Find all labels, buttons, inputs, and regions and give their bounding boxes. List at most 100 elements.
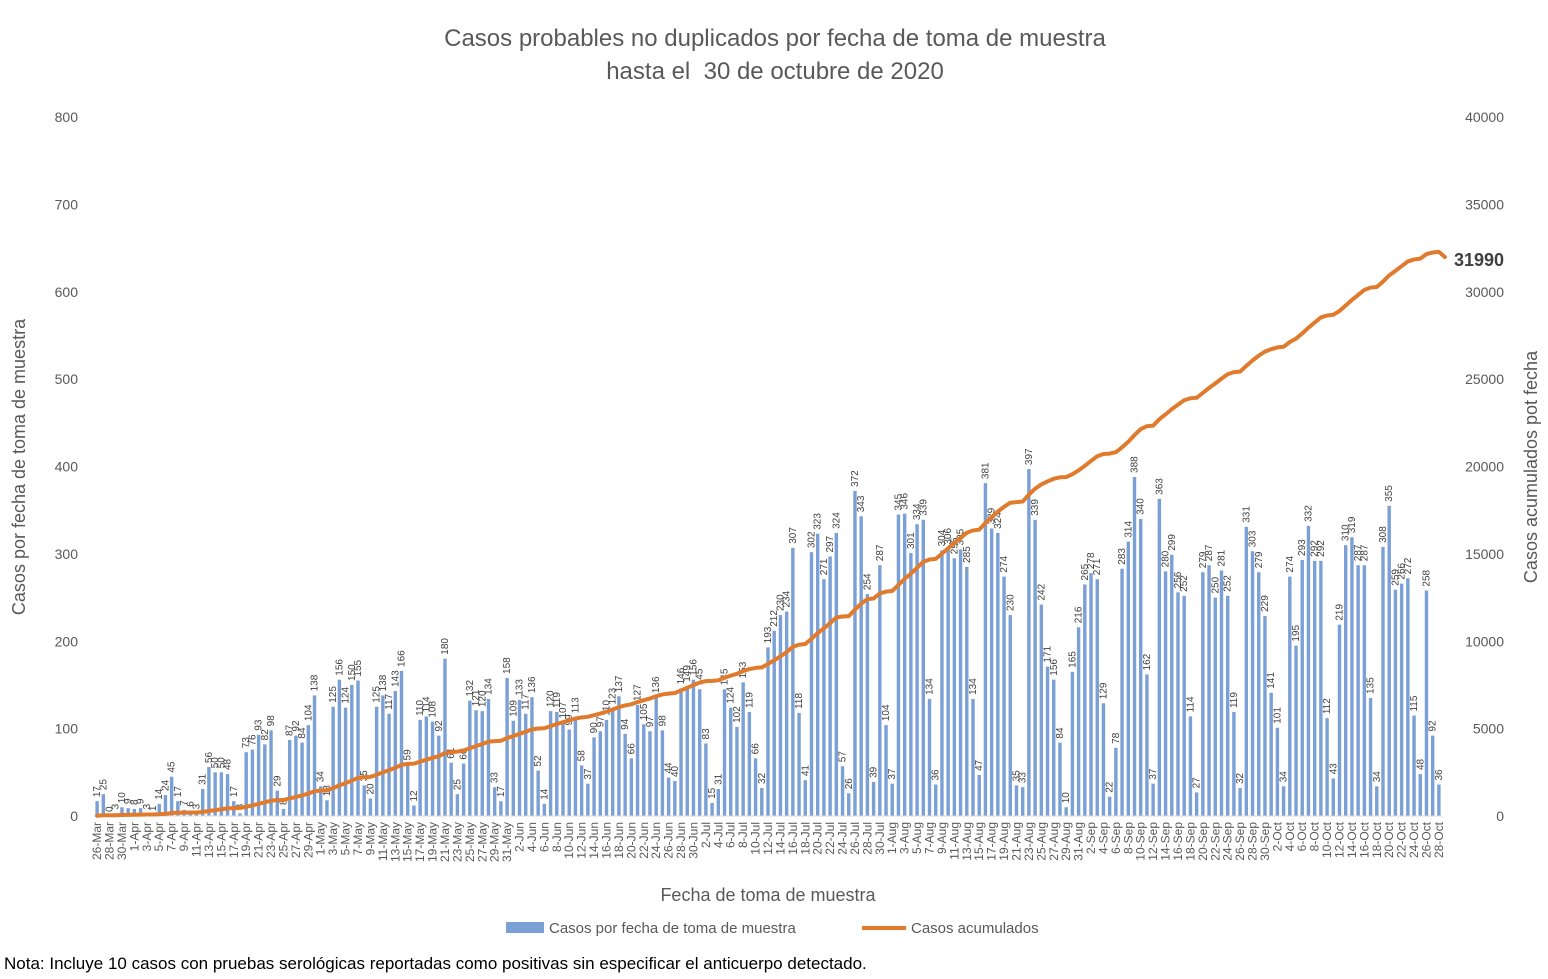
x-tick-label: 19-Apr — [239, 822, 253, 858]
bar-data-label: 31 — [198, 773, 209, 785]
bar-data-label: 274 — [1285, 555, 1296, 572]
bar — [1107, 796, 1112, 816]
bar-data-label: 33 — [1018, 772, 1029, 784]
bar-data-label: 58 — [577, 750, 588, 762]
bar — [1027, 469, 1031, 816]
bar — [362, 785, 366, 816]
bar — [263, 744, 267, 816]
bar-data-label: 193 — [763, 626, 774, 643]
x-tick-label: 17-Aug — [985, 822, 999, 861]
bar-data-label: 107 — [558, 701, 569, 718]
bar — [207, 767, 211, 816]
bar — [511, 720, 516, 816]
bar-data-label: 278 — [1086, 552, 1097, 569]
bar-data-label: 287 — [875, 544, 886, 561]
bar-data-label: 104 — [881, 704, 892, 721]
bar — [492, 787, 497, 816]
bar-data-label: 287 — [1359, 544, 1370, 561]
bar-data-label: 119 — [744, 692, 755, 708]
bar-data-label: 287 — [1353, 544, 1364, 561]
bar-data-label: 105 — [639, 703, 650, 720]
bar — [1120, 568, 1124, 816]
bar-data-label: 45 — [167, 761, 178, 773]
x-tick-label: 30-Sep — [1258, 822, 1272, 861]
x-tick-label: 1-May — [314, 822, 328, 855]
bar — [126, 808, 130, 816]
right-y-axis-title: Casos acumulados pot fecha — [1521, 350, 1541, 583]
bar-data-label: 307 — [788, 527, 799, 544]
bar-data-label: 138 — [378, 674, 389, 691]
bar-data-label: 114 — [421, 696, 432, 712]
bar — [1182, 595, 1186, 816]
bar — [1076, 627, 1081, 816]
bar-data-label: 136 — [527, 676, 538, 693]
bar-data-label: 8 — [129, 799, 140, 805]
bar — [778, 615, 783, 816]
bar-data-label: 14 — [539, 788, 550, 800]
bar — [1250, 551, 1255, 816]
bar — [1083, 584, 1087, 816]
x-tick-label: 9-May — [363, 822, 377, 855]
x-tick-label: 24-Sep — [1221, 822, 1235, 861]
bar-data-label: 35 — [1011, 770, 1022, 782]
y-left-tick-label: 100 — [55, 721, 79, 737]
bar-data-label: 141 — [1266, 672, 1277, 689]
bar-data-label: 47 — [974, 759, 985, 771]
x-tick-label: 9-Apr — [177, 822, 191, 851]
bar — [1406, 578, 1410, 816]
bar — [406, 764, 410, 816]
legend-bar-swatch — [506, 922, 544, 933]
x-tick-label: 3-May — [326, 822, 340, 855]
bar — [1045, 666, 1050, 816]
bar-data-label: 271 — [819, 558, 830, 575]
bar — [1126, 541, 1131, 816]
bar-data-label: 92 — [291, 720, 302, 732]
x-tick-label: 6-Sep — [1109, 822, 1123, 854]
bar-data-label: 52 — [533, 755, 544, 767]
y-right-tick-label: 40000 — [1465, 109, 1504, 125]
bar-data-label: 299 — [1167, 534, 1178, 551]
bar-data-label: 118 — [794, 693, 805, 709]
y-right-tick-label: 20000 — [1465, 459, 1504, 475]
bar — [300, 742, 304, 816]
bar-data-label: 155 — [353, 659, 364, 676]
bar — [1163, 571, 1168, 816]
bar-series — [95, 469, 1441, 816]
bar-data-label: 171 — [1043, 645, 1054, 662]
y-left-tick-label: 200 — [55, 633, 79, 649]
bar — [1070, 671, 1075, 816]
x-tick-label: 13-Apr — [202, 822, 216, 858]
bar-data-label: 229 — [1260, 595, 1271, 612]
bar — [579, 765, 584, 816]
x-tick-label: 12-Oct — [1333, 821, 1347, 858]
bar — [443, 658, 447, 816]
bar — [1263, 615, 1267, 816]
bar — [374, 706, 379, 816]
bar — [716, 788, 721, 816]
bar — [902, 513, 907, 816]
bar — [176, 801, 180, 816]
bar — [1257, 572, 1261, 816]
x-tick-label: 11-May — [376, 822, 390, 861]
bar-data-label: 33 — [490, 772, 501, 784]
bar-data-label: 123 — [608, 687, 619, 704]
bar-data-label: 120 — [477, 690, 488, 707]
bar-data-label: 57 — [838, 751, 849, 763]
bar — [971, 698, 975, 816]
x-tick-label: 12-Jun — [575, 822, 589, 859]
bar-data-label: 256 — [1173, 571, 1184, 588]
x-tick-label: 19-Aug — [997, 822, 1011, 861]
bar — [958, 549, 963, 816]
bar — [896, 514, 901, 816]
x-tick-label: 10-Oct — [1320, 821, 1334, 858]
bar-data-label: 121 — [471, 689, 482, 706]
bar-data-label: 250 — [1210, 576, 1221, 593]
bar-data-label: 124 — [341, 687, 352, 704]
bar-data-label: 343 — [856, 495, 867, 512]
x-tick-label: 29-Aug — [1059, 822, 1073, 861]
bar-data-label: 135 — [1366, 677, 1377, 694]
bar — [1207, 565, 1211, 816]
bar — [1393, 589, 1398, 816]
bar — [331, 706, 335, 816]
